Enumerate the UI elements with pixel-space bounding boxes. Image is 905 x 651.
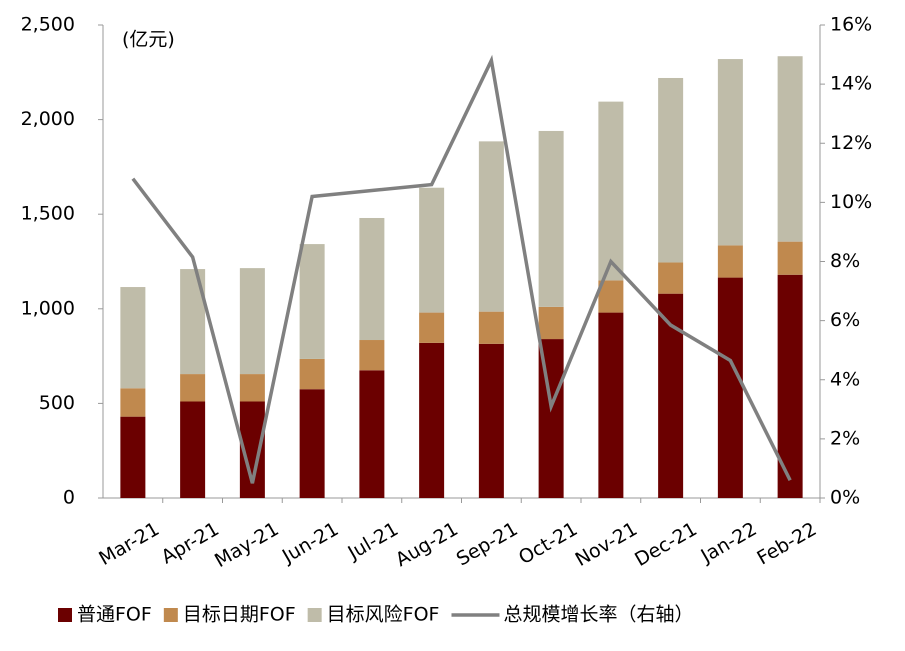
bar [359, 370, 385, 498]
bar [419, 312, 445, 343]
bar [120, 287, 146, 389]
bar [359, 217, 385, 341]
bar [478, 311, 504, 344]
y2-tick-label: 16% [830, 14, 872, 36]
line [131, 54, 792, 484]
legend-label: 目标风险FOF [327, 604, 440, 626]
y-tick-label: 0 [63, 487, 75, 509]
bar [777, 56, 803, 242]
legend-label: 普通FOF [77, 604, 152, 626]
y2-tick-label: 4% [830, 368, 860, 390]
bar [478, 141, 504, 312]
bar [598, 312, 624, 498]
bar [299, 244, 325, 359]
y2-tick-label: 12% [830, 132, 872, 154]
y-tick-label: 1,000 [21, 297, 75, 319]
bar [658, 77, 684, 263]
y-tick-label: 1,500 [21, 203, 75, 225]
bar [239, 374, 265, 402]
y2-tick-label: 10% [830, 191, 872, 213]
x-tick-label: Jun-21 [278, 518, 342, 568]
bar [120, 416, 146, 498]
y-tick-label: 2,500 [21, 14, 75, 36]
bar [658, 293, 684, 498]
legend-label: 目标日期FOF [183, 604, 296, 626]
x-tick-label: Mar-21 [95, 518, 163, 570]
bar [419, 187, 445, 313]
bar [717, 277, 743, 498]
x-tick-label: Oct-21 [515, 518, 581, 569]
bar [538, 130, 564, 307]
bar [359, 340, 385, 371]
x-tick-label: May-21 [211, 518, 283, 572]
bar [299, 358, 325, 390]
legend-swatch [307, 608, 322, 622]
bar [538, 306, 564, 340]
y2-tick-label: 14% [830, 73, 872, 95]
x-tick-label: Dec-21 [631, 518, 701, 571]
x-tick-label: Jul-21 [344, 518, 403, 565]
bar [717, 59, 743, 246]
x-tick-label: Aug-21 [392, 518, 462, 571]
y2-tick-label: 2% [830, 427, 860, 449]
y-tick-label: 2,000 [21, 108, 75, 130]
x-tick-label: Sep-21 [453, 518, 522, 570]
bar [419, 342, 445, 498]
unit-label: (亿元) [122, 29, 175, 51]
bar [478, 343, 504, 498]
y-tick-label: 500 [39, 392, 75, 414]
bar [658, 262, 684, 294]
bar [777, 241, 803, 275]
y2-tick-label: 8% [830, 250, 860, 272]
bar [598, 101, 624, 281]
x-tick-label: Feb-22 [753, 518, 820, 569]
y2-tick-label: 6% [830, 309, 860, 331]
bar [180, 374, 206, 402]
bar [180, 401, 206, 498]
bar [717, 245, 743, 278]
x-tick-label: Apr-21 [158, 518, 223, 568]
legend-swatch [163, 608, 178, 622]
y2-tick-label: 0% [830, 487, 860, 509]
bar [239, 268, 265, 375]
legend-swatch [58, 608, 72, 622]
x-tick-label: Jan-22 [697, 518, 761, 568]
bar [120, 388, 146, 417]
bar [299, 389, 325, 498]
legend-label: 总规模增长率（右轴） [503, 604, 693, 626]
x-tick-label: Nov-21 [572, 518, 642, 571]
